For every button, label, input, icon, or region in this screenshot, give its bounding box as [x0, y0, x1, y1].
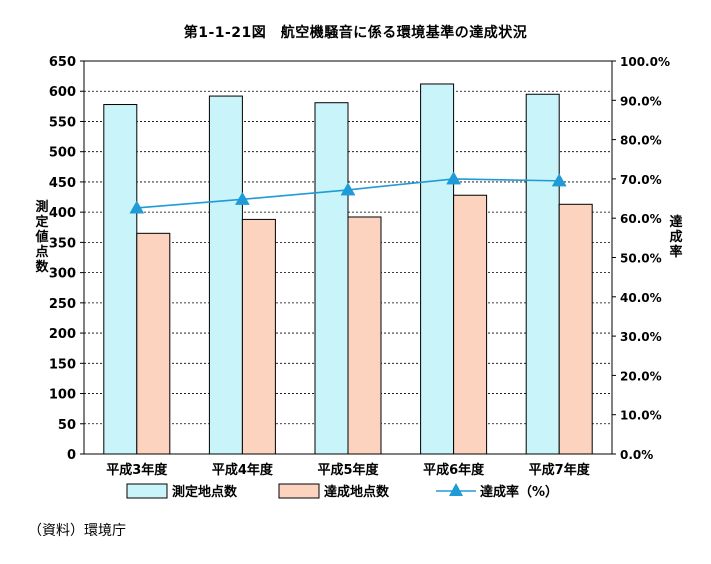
- y-tick-label-left: 0: [67, 448, 76, 463]
- source-note: （資料）環境庁: [28, 523, 126, 539]
- y-tick-label-right: 100.0%: [620, 55, 670, 69]
- rate-marker: [340, 182, 356, 196]
- y-tick-label-left: 450: [49, 176, 76, 191]
- rate-marker: [234, 191, 250, 205]
- y-tick-label-left: 650: [49, 55, 76, 70]
- bar-achieved-points: [347, 216, 382, 455]
- y-tick-label-right: 40.0%: [620, 291, 662, 305]
- y-tick-label-right: 0.0%: [620, 448, 653, 462]
- plot-frame: [83, 60, 613, 455]
- legend-label-rate: 達成率（%）: [480, 484, 558, 500]
- y-tick-label-right: 60.0%: [620, 212, 662, 226]
- legend-marker-rate: [449, 483, 463, 496]
- y-tick-label-left: 300: [49, 267, 76, 282]
- bar-achieved-points: [136, 232, 171, 455]
- x-tick-label: 平成5年度: [317, 462, 379, 478]
- legend-swatch-measured: [126, 483, 168, 499]
- y-tick-label-right: 80.0%: [620, 134, 662, 148]
- bar-measured-points: [420, 83, 455, 455]
- x-tick-label: 平成6年度: [423, 462, 485, 478]
- y-tick-label-left: 250: [49, 297, 76, 312]
- x-tick-label: 平成3年度: [106, 462, 168, 478]
- bar-measured-points: [208, 95, 243, 455]
- y-tick-label-left: 550: [49, 115, 76, 130]
- y-tick-label-left: 150: [49, 357, 76, 372]
- y-tick-label-left: 100: [49, 388, 76, 403]
- y-tick-label-right: 90.0%: [620, 94, 662, 108]
- rate-marker: [551, 173, 567, 187]
- rate-marker: [446, 171, 462, 185]
- y-tick-label-left: 400: [49, 206, 76, 221]
- bar-achieved-points: [558, 203, 593, 455]
- rate-marker: [129, 200, 145, 214]
- y-axis-left-label: 測定値点数: [35, 200, 49, 275]
- y-tick-label-right: 10.0%: [620, 409, 662, 423]
- y-tick-label-right: 20.0%: [620, 369, 662, 383]
- bar-achieved-points: [241, 218, 276, 455]
- x-tick-label: 平成7年度: [529, 462, 591, 478]
- y-tick-label-right: 70.0%: [620, 173, 662, 187]
- x-tick-label: 平成4年度: [212, 462, 274, 478]
- legend-label-measured: 測定地点数: [172, 484, 238, 500]
- y-tick-label-left: 500: [49, 146, 76, 161]
- legend-label-achieved: 達成地点数: [324, 484, 390, 500]
- y-tick-label-left: 350: [49, 236, 76, 251]
- y-axis-right-label: 達成率: [669, 215, 683, 260]
- y-tick-label-right: 30.0%: [620, 330, 662, 344]
- bar-measured-points: [103, 104, 138, 455]
- y-tick-label-left: 200: [49, 327, 76, 342]
- bar-achieved-points: [453, 194, 488, 455]
- chart-title: 第1-1-21図 航空機騒音に係る環境基準の達成状況: [183, 25, 528, 41]
- legend-swatch-achieved: [278, 483, 320, 499]
- y-tick-label-right: 50.0%: [620, 252, 662, 266]
- bar-measured-points: [314, 102, 349, 455]
- y-tick-label-left: 600: [49, 85, 76, 100]
- y-tick-label-left: 50: [58, 418, 76, 433]
- bar-measured-points: [525, 93, 560, 455]
